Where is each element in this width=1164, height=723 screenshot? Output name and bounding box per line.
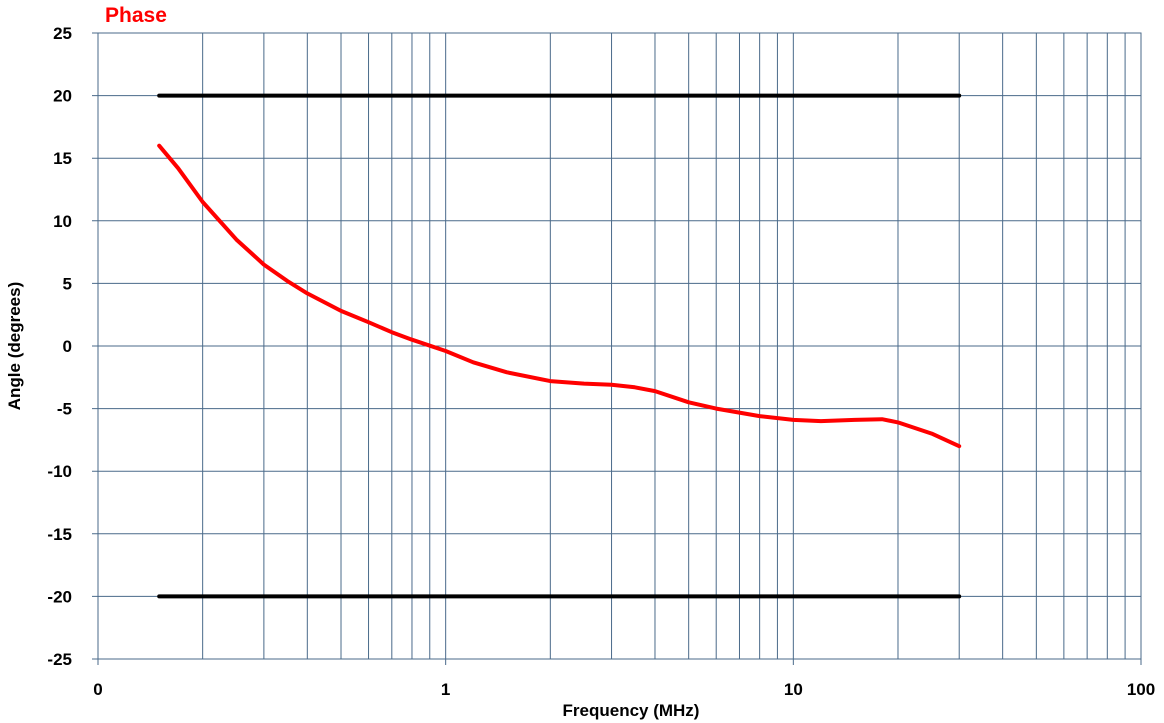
y-tick-label: -10 <box>47 462 72 481</box>
x-tick-label: 1 <box>441 680 450 699</box>
y-tick-label: 15 <box>53 149 72 168</box>
x-tick-labels: 0 1 10 100 <box>93 680 1155 699</box>
y-tick-label: 5 <box>63 274 72 293</box>
x-tick-label: 0 <box>93 680 102 699</box>
y-tick-label: 0 <box>63 337 72 356</box>
y-tick-label: -5 <box>57 400 72 419</box>
data-lines <box>157 93 962 599</box>
y-tick-label: 10 <box>53 212 72 231</box>
phase-series-line <box>157 143 962 449</box>
x-tick-label: 10 <box>784 680 803 699</box>
y-tick-label: 25 <box>53 24 72 43</box>
y-axis-label: Angle (degrees) <box>5 282 24 410</box>
y-tick-labels: 25 20 15 10 5 0 -5 -10 -15 -20 -25 <box>47 24 72 669</box>
x-tick-label: 100 <box>1127 680 1155 699</box>
y-tick-label: -15 <box>47 525 72 544</box>
y-tick-label: -25 <box>47 650 72 669</box>
y-tick-label: -20 <box>47 587 72 606</box>
x-axis-label: Frequency (MHz) <box>563 701 700 720</box>
chart-title: Phase <box>105 4 167 27</box>
y-tick-label: 20 <box>53 87 72 106</box>
grid <box>92 32 1142 665</box>
